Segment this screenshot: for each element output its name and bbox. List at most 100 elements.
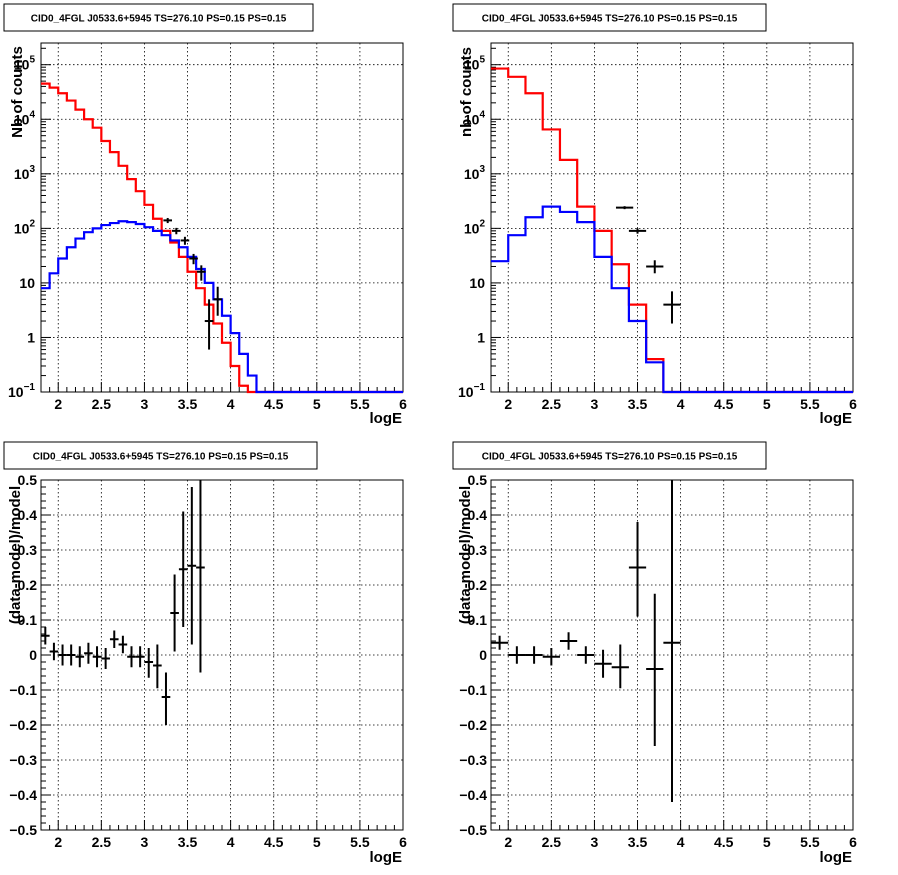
- y-axis-label: (data-model)/model: [7, 486, 24, 624]
- y-tick-label: −0.1: [459, 682, 487, 698]
- x-tick-label: 3: [591, 396, 599, 412]
- y-tick-mantissa: 1: [27, 329, 35, 345]
- x-tick-label: 5.5: [800, 834, 820, 850]
- data-point: [92, 646, 102, 668]
- data-point: [628, 522, 647, 617]
- data-point: [180, 236, 190, 245]
- chart-title: CID0_4FGL J0533.6+5945 TS=276.10 PS=0.15…: [33, 452, 289, 463]
- y-tick-mantissa: 10: [464, 166, 480, 182]
- x-tick-label: 2.5: [542, 834, 562, 850]
- y-tick-mantissa: 10: [464, 57, 480, 73]
- x-tick-label: 4.5: [264, 834, 284, 850]
- y-tick-exponent: 5: [29, 55, 35, 66]
- y-tick-exponent: 2: [479, 218, 485, 229]
- y-tick-label: 0.3: [18, 542, 38, 558]
- x-tick-label: 4: [677, 396, 685, 412]
- x-tick-label: 4: [227, 396, 235, 412]
- data-point: [170, 574, 179, 652]
- y-tick-label: 104: [14, 109, 36, 127]
- y-tick-mantissa: 10: [8, 384, 24, 400]
- x-tick-label: 6: [399, 396, 407, 412]
- x-tick-label: 3: [591, 834, 599, 850]
- data-point: [559, 632, 578, 650]
- data-point: [101, 648, 110, 669]
- data-point: [84, 642, 93, 664]
- y-tick-label: −0.5: [9, 822, 37, 838]
- y-tick-label: 103: [14, 164, 36, 182]
- data-point: [525, 646, 543, 664]
- x-tick-label: 2: [504, 834, 512, 850]
- y-tick-label: 0.2: [18, 577, 38, 593]
- x-tick-label: 5.5: [350, 396, 370, 412]
- y-tick-label: −0.2: [459, 717, 487, 733]
- data-point: [594, 649, 612, 678]
- y-tick-mantissa: 10: [14, 57, 30, 73]
- y-tick-label: 10: [469, 275, 485, 291]
- data-point: [49, 642, 59, 661]
- data-point: [144, 648, 154, 678]
- data-points: [41, 480, 205, 725]
- data-point: [66, 644, 76, 666]
- x-tick-label: 4.5: [714, 834, 734, 850]
- x-tick-label: 5.5: [800, 396, 820, 412]
- data-point: [163, 217, 173, 224]
- y-tick-label: 0.4: [468, 507, 488, 523]
- y-tick-label: 0: [29, 647, 37, 663]
- title-box: [3, 441, 318, 470]
- y-tick-label: 1: [27, 329, 35, 345]
- x-tick-label: 4.5: [264, 396, 284, 412]
- y-tick-exponent: 2: [29, 218, 35, 229]
- x-axis-label: logE: [820, 849, 853, 866]
- x-tick-label: 2: [504, 396, 512, 412]
- residual-panel-fine-binning: CID0_4FGL J0533.6+5945 TS=276.10 PS=0.15…: [3, 441, 407, 866]
- data-point: [172, 227, 181, 235]
- y-tick-exponent: −1: [24, 382, 36, 393]
- data-point: [41, 627, 50, 645]
- data-point: [646, 260, 664, 274]
- data-point: [628, 228, 647, 234]
- data-point: [508, 646, 526, 664]
- y-tick-label: 10−1: [458, 382, 485, 400]
- data-point: [611, 644, 629, 689]
- y-tick-mantissa: 10: [14, 166, 30, 182]
- data-point: [127, 646, 136, 668]
- x-tick-label: 3.5: [178, 396, 198, 412]
- histogram-blue: [41, 220, 403, 394]
- y-tick-exponent: −1: [474, 382, 486, 393]
- data-point: [75, 646, 85, 668]
- y-tick-exponent: 3: [479, 164, 485, 175]
- y-axis-label: Nb of counts: [9, 46, 26, 138]
- x-tick-label: 6: [849, 396, 857, 412]
- x-tick-label: 5: [313, 834, 321, 850]
- data-point: [187, 487, 197, 645]
- x-tick-label: 5: [313, 396, 321, 412]
- x-tick-label: 3.5: [628, 834, 648, 850]
- x-tick-label: 6: [399, 834, 407, 850]
- y-tick-label: 10−1: [8, 382, 35, 400]
- y-tick-exponent: 3: [29, 164, 35, 175]
- y-tick-label: −0.1: [9, 682, 37, 698]
- x-tick-label: 4: [227, 834, 235, 850]
- chart-title: CID0_4FGL J0533.6+5945 TS=276.10 PS=0.15…: [482, 14, 738, 25]
- x-tick-label: 2.5: [92, 834, 112, 850]
- y-tick-mantissa: 1: [477, 329, 485, 345]
- data-point: [491, 635, 509, 650]
- data-points: [615, 206, 681, 324]
- y-tick-label: −0.3: [9, 752, 37, 768]
- y-tick-label: 0.4: [18, 507, 38, 523]
- x-tick-label: 5: [763, 396, 771, 412]
- data-point: [615, 206, 634, 210]
- x-tick-label: 2.5: [542, 396, 562, 412]
- data-point: [542, 648, 560, 666]
- data-point: [213, 286, 222, 316]
- y-tick-mantissa: 10: [469, 275, 485, 291]
- data-point: [663, 480, 681, 802]
- x-tick-label: 6: [849, 834, 857, 850]
- data-point: [189, 253, 198, 265]
- minor-ticks: [40, 47, 404, 393]
- counts-panel-coarse-binning: CID0_4FGL J0533.6+5945 TS=276.10 PS=0.15…: [452, 3, 857, 427]
- title-box: [3, 3, 314, 32]
- y-tick-label: −0.4: [9, 787, 37, 803]
- y-tick-label: −0.5: [459, 822, 487, 838]
